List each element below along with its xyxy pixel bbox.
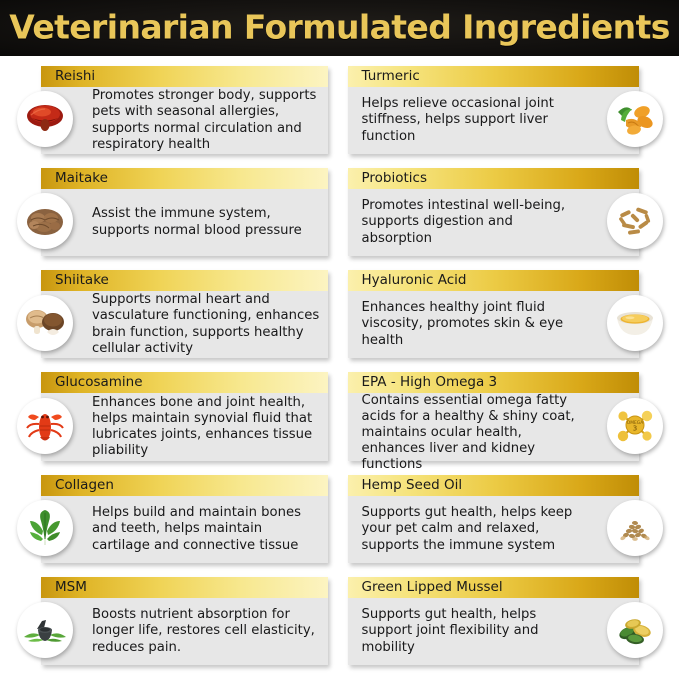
shiitake-mushroom-icon	[17, 295, 73, 351]
card-header: Collagen	[41, 475, 328, 496]
card-body: Contains essential omega fatty acids for…	[348, 393, 640, 473]
card-surface: Collagen Helps build and maintain bones …	[41, 475, 328, 563]
card-header: EPA - High Omega 3	[348, 372, 640, 393]
leafy-greens-icon	[17, 500, 73, 556]
ingredient-card-epa-high-omega-3[interactable]: OMEGA 3 EPA - High Omega 3 Contains esse…	[340, 368, 679, 471]
ingredient-name: Turmeric	[348, 70, 420, 84]
ingredient-card-glucosamine[interactable]: Glucosamine Enhances bone and joint heal…	[0, 368, 340, 471]
turmeric-root-icon	[607, 91, 663, 147]
card-surface: Turmeric Helps relieve occasional joint …	[348, 66, 640, 154]
ingredient-name: MSM	[41, 581, 87, 595]
card-surface: Hemp Seed Oil Supports gut health, helps…	[348, 475, 640, 563]
card-surface: Maitake Assist the immune system, suppor…	[41, 168, 328, 256]
card-header: Glucosamine	[41, 372, 328, 393]
card-header: Hyaluronic Acid	[348, 270, 640, 291]
card-body: Enhances bone and joint health, helps ma…	[41, 393, 328, 461]
ingredient-name: Maitake	[41, 172, 108, 186]
ingredient-name: Shiitake	[41, 274, 109, 288]
card-body: Supports gut health, helps keep your pet…	[348, 496, 640, 563]
ingredient-description: Promotes intestinal well-being, supports…	[348, 198, 640, 246]
ingredient-description: Boosts nutrient absorption for longer li…	[41, 607, 328, 655]
ingredient-name: Hyaluronic Acid	[348, 274, 467, 288]
ingredient-row: Collagen Helps build and maintain bones …	[0, 471, 679, 573]
ingredient-card-green-lipped-mussel[interactable]: Green Lipped Mussel Supports gut health,…	[340, 573, 679, 675]
ingredient-description: Enhances healthy joint fluid viscosity, …	[348, 300, 640, 348]
shellfish-lobster-icon	[17, 398, 73, 454]
ingredient-card-hyaluronic-acid[interactable]: Hyaluronic Acid Enhances healthy joint f…	[340, 266, 679, 368]
oil-bowl-icon	[607, 295, 663, 351]
ingredient-description: Helps build and maintain bones and teeth…	[41, 505, 328, 553]
ingredient-card-reishi[interactable]: Reishi Promotes stronger body, supports …	[0, 62, 340, 164]
omega-3-molecule-icon: OMEGA 3	[607, 398, 663, 454]
card-header: Hemp Seed Oil	[348, 475, 640, 496]
card-surface: Glucosamine Enhances bone and joint heal…	[41, 372, 328, 461]
ingredient-card-probiotics[interactable]: Probiotics Promotes intestinal well-bein…	[340, 164, 679, 266]
card-body: Supports gut health, helps support joint…	[348, 598, 640, 665]
card-surface: Reishi Promotes stronger body, supports …	[41, 66, 328, 154]
mortar-pestle-herbs-icon	[17, 602, 73, 658]
ingredient-description: Supports normal heart and vasculature fu…	[41, 292, 328, 356]
ingredient-row: MSM Boosts nutrient absorption for longe…	[0, 573, 679, 675]
ingredient-name: Hemp Seed Oil	[348, 479, 463, 493]
ingredient-row: Reishi Promotes stronger body, supports …	[0, 62, 679, 164]
ingredient-description: Supports gut health, helps keep your pet…	[348, 505, 640, 553]
card-surface: MSM Boosts nutrient absorption for longe…	[41, 577, 328, 665]
card-header: Maitake	[41, 168, 328, 189]
green-mussel-icon	[607, 602, 663, 658]
ingredient-row: Glucosamine Enhances bone and joint heal…	[0, 368, 679, 471]
ingredient-description: Helps relieve occasional joint stiffness…	[348, 96, 640, 144]
probiotic-bacteria-icon	[607, 193, 663, 249]
card-header: MSM	[41, 577, 328, 598]
card-surface: Green Lipped Mussel Supports gut health,…	[348, 577, 640, 665]
reishi-mushroom-icon	[17, 91, 73, 147]
ingredient-card-hemp-seed-oil[interactable]: Hemp Seed Oil Supports gut health, helps…	[340, 471, 679, 573]
card-header: Reishi	[41, 66, 328, 87]
card-header: Probiotics	[348, 168, 640, 189]
ingredient-description: Enhances bone and joint health, helps ma…	[41, 395, 328, 459]
ingredient-row: Maitake Assist the immune system, suppor…	[0, 164, 679, 266]
ingredient-description: Assist the immune system, supports norma…	[41, 206, 328, 238]
ingredient-name: Green Lipped Mussel	[348, 581, 503, 595]
ingredient-card-collagen[interactable]: Collagen Helps build and maintain bones …	[0, 471, 340, 573]
ingredient-name: Reishi	[41, 70, 95, 84]
ingredient-grid: Reishi Promotes stronger body, supports …	[0, 56, 679, 674]
ingredient-name: EPA - High Omega 3	[348, 376, 498, 390]
ingredient-name: Probiotics	[348, 172, 428, 186]
ingredient-card-msm[interactable]: MSM Boosts nutrient absorption for longe…	[0, 573, 340, 675]
card-body: Promotes intestinal well-being, supports…	[348, 189, 640, 256]
card-header: Green Lipped Mussel	[348, 577, 640, 598]
header-banner: Veterinarian Formulated Ingredients	[0, 0, 679, 56]
ingredient-card-shiitake[interactable]: Shiitake Supports normal heart and vascu…	[0, 266, 340, 368]
ingredient-description: Contains essential omega fatty acids for…	[348, 393, 640, 473]
card-body: Helps relieve occasional joint stiffness…	[348, 87, 640, 154]
maitake-mushroom-icon	[17, 193, 73, 249]
ingredient-card-maitake[interactable]: Maitake Assist the immune system, suppor…	[0, 164, 340, 266]
card-body: Supports normal heart and vasculature fu…	[41, 291, 328, 358]
card-body: Enhances healthy joint fluid viscosity, …	[348, 291, 640, 358]
card-surface: Hyaluronic Acid Enhances healthy joint f…	[348, 270, 640, 358]
card-header: Turmeric	[348, 66, 640, 87]
card-body: Boosts nutrient absorption for longer li…	[41, 598, 328, 665]
card-body: Promotes stronger body, supports pets wi…	[41, 87, 328, 154]
page-title: Veterinarian Formulated Ingredients	[0, 8, 679, 47]
ingredient-row: Shiitake Supports normal heart and vascu…	[0, 266, 679, 368]
card-surface: EPA - High Omega 3 Contains essential om…	[348, 372, 640, 461]
ingredient-description: Promotes stronger body, supports pets wi…	[41, 88, 328, 152]
card-body: Helps build and maintain bones and teeth…	[41, 496, 328, 563]
card-body: Assist the immune system, supports norma…	[41, 189, 328, 256]
ingredient-name: Glucosamine	[41, 376, 143, 390]
card-surface: Probiotics Promotes intestinal well-bein…	[348, 168, 640, 256]
ingredient-description: Supports gut health, helps support joint…	[348, 607, 640, 655]
ingredient-card-turmeric[interactable]: Turmeric Helps relieve occasional joint …	[340, 62, 679, 164]
svg-text:3: 3	[633, 424, 637, 432]
hemp-seeds-icon	[607, 500, 663, 556]
ingredient-name: Collagen	[41, 479, 114, 493]
card-surface: Shiitake Supports normal heart and vascu…	[41, 270, 328, 358]
card-header: Shiitake	[41, 270, 328, 291]
